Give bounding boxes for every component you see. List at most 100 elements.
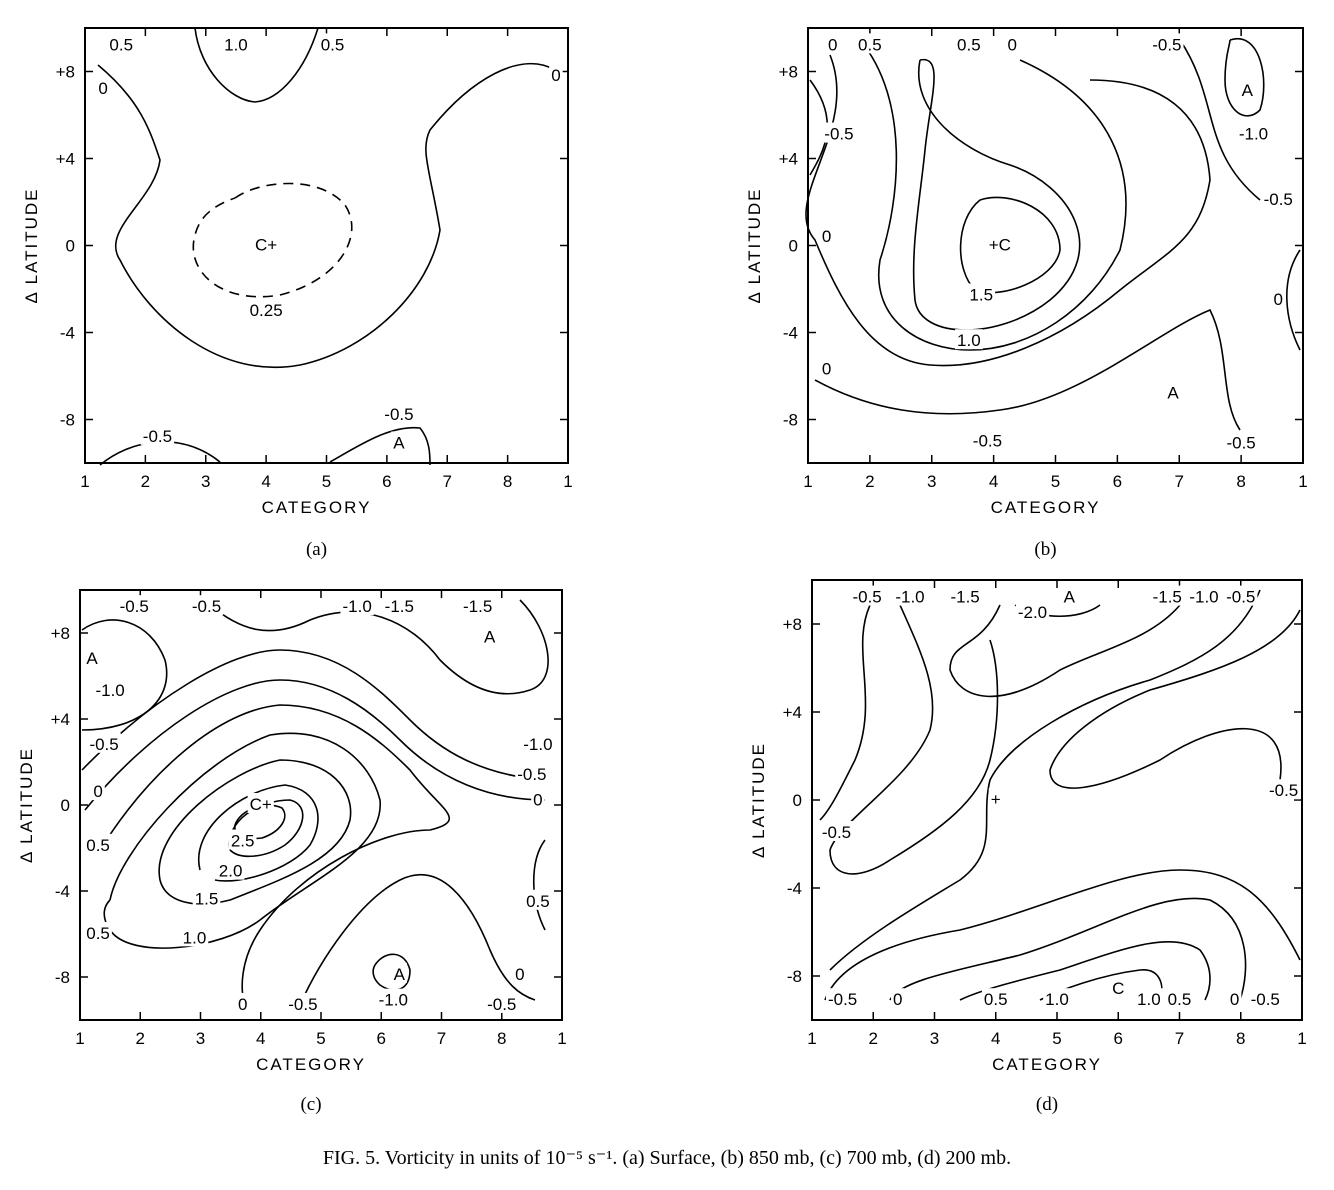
y-tick-label: -4	[55, 882, 70, 901]
contour-label-bg	[955, 329, 983, 350]
contour-label-bg	[825, 988, 860, 1009]
x-tick-label: 1	[75, 1029, 84, 1048]
contour-label: -0.5	[1264, 190, 1293, 209]
contour-label-bg	[247, 793, 274, 813]
contour-label-bg	[1248, 988, 1282, 1009]
contours-a	[97, 27, 556, 466]
y-tick-label: -8	[787, 967, 802, 986]
contour-label-bg	[235, 992, 250, 1013]
contour-label-bg	[84, 922, 112, 942]
panel-c-frame	[79, 589, 563, 1021]
contour-label: 1.5	[195, 890, 219, 909]
y-tick-label: -8	[55, 968, 70, 987]
contour-label-bg	[84, 833, 112, 854]
contour-label: 1.5	[969, 286, 993, 305]
contour-label-bg	[482, 625, 498, 646]
contour-label: 0	[1274, 290, 1283, 309]
y-tick-label: 0	[66, 237, 75, 256]
contour-label: -0.5	[1152, 35, 1181, 54]
contour-label: -1.0	[343, 597, 372, 616]
contour-label: C	[1112, 979, 1124, 998]
contour-label: 0.5	[1168, 990, 1192, 1009]
x-tick-label: 6	[377, 1029, 386, 1048]
contour-label: -0.5	[192, 597, 221, 616]
x-axis-label: CATEGORY	[991, 498, 1101, 517]
contours-b	[805, 37, 1301, 431]
contour-label: -0.5	[288, 995, 317, 1014]
contour-label-bg	[253, 233, 280, 254]
contour-label: 1.0	[183, 928, 207, 947]
x-tick-label: 1	[1298, 472, 1307, 491]
contour-label: -0.5	[828, 990, 857, 1009]
panel-b: 1 2 3 4 5 6 7 8 1 +8 +4 0 -4 -8 CATEGORY Δ LATITUDE (b) 0…	[745, 27, 1308, 560]
contour-label-bg	[970, 429, 1005, 450]
x-tick-label: 5	[1052, 1029, 1061, 1048]
contour-label: -0.5	[143, 427, 172, 446]
x-axis-label: CATEGORY	[262, 498, 372, 517]
contour-label: -0.5	[824, 125, 853, 144]
contour-label: 0.5	[957, 35, 981, 54]
contour-label: 0	[1230, 990, 1239, 1009]
contour-label: -1.0	[523, 735, 552, 754]
x-tick-label: 1	[807, 1029, 816, 1048]
x-tick-label: 6	[382, 472, 391, 491]
contour-label-bg	[140, 424, 175, 445]
contour-label: -0.5	[487, 995, 516, 1014]
contour-label-bg	[107, 33, 136, 54]
contour-label-bg	[819, 357, 834, 378]
contour-label: 2.5	[231, 832, 255, 851]
panel-a: 1 2 3 4 5 6 7 8 1 +8 +4 0 -4 -8 CATEGORY Δ LATITUDE (a) 0…	[22, 27, 573, 560]
contour-label-bg	[461, 595, 495, 616]
contour-label-bg	[1165, 988, 1194, 1009]
x-tick-label: 1	[803, 472, 812, 491]
x-tick-label: 3	[201, 472, 210, 491]
y-axis-label: Δ LATITUDE	[745, 187, 764, 303]
contour-label: A	[393, 433, 405, 452]
contour-label: -0.5	[384, 405, 413, 424]
contour-label: -1.0	[1239, 125, 1268, 144]
contour-label: 0.5	[321, 35, 345, 54]
contour-label-bg	[180, 926, 209, 947]
contour-label: 0	[98, 79, 107, 98]
contour-label-bg	[1150, 585, 1184, 606]
contour-label-bg	[826, 33, 840, 54]
contour-label: 1.0	[1137, 990, 1161, 1009]
contour-label: -1.0	[95, 681, 124, 700]
contour-label-bg	[988, 788, 1003, 808]
contour-label-bg	[1015, 601, 1050, 621]
contour-label: -0.5	[1251, 990, 1280, 1009]
contour-label: -0.5	[1226, 588, 1255, 607]
panel-d-frame	[811, 579, 1303, 1021]
contour-label: 0	[533, 791, 542, 810]
contour-label-bg	[340, 595, 374, 616]
x-tick-label: 3	[196, 1029, 205, 1048]
contour-label-bg	[84, 646, 100, 667]
contour-label: -1.0	[379, 991, 408, 1010]
panel-label: (c)	[300, 1094, 321, 1115]
y-tick-label: +4	[783, 703, 802, 722]
y-tick-label: 0	[793, 791, 802, 810]
contour-label-bg	[1150, 33, 1184, 54]
contour-label: 0	[822, 359, 831, 378]
x-tick-label: 2	[865, 472, 874, 491]
contour-label: -1.0	[895, 588, 924, 607]
x-tick-label: 4	[991, 1029, 1000, 1048]
panel-c: 1 2 3 4 5 6 7 8 1 +8 +4 0 -4 -8 CATEGORY Δ LATITUDE (c) -…	[17, 589, 567, 1115]
x-tick-label: 8	[497, 1029, 506, 1048]
y-axis-label: Δ LATITUDE	[17, 747, 36, 863]
contour-label-bg	[391, 431, 407, 452]
contour-label-bg	[216, 859, 245, 880]
x-tick-label: 7	[443, 472, 452, 491]
contour-label-bg	[87, 732, 121, 753]
x-tick-label: 3	[927, 472, 936, 491]
contour-label-bg	[891, 988, 905, 1009]
contour-label: 0	[893, 990, 902, 1009]
contour-label-bg	[1110, 977, 1127, 998]
contour-label: -1.0	[1189, 588, 1218, 607]
contour-label-bg	[192, 887, 221, 908]
contour-label: 0.5	[984, 990, 1008, 1009]
contour-label-bg	[822, 122, 856, 143]
y-tick-label: +4	[51, 710, 70, 729]
contour-label: C+	[250, 795, 272, 814]
